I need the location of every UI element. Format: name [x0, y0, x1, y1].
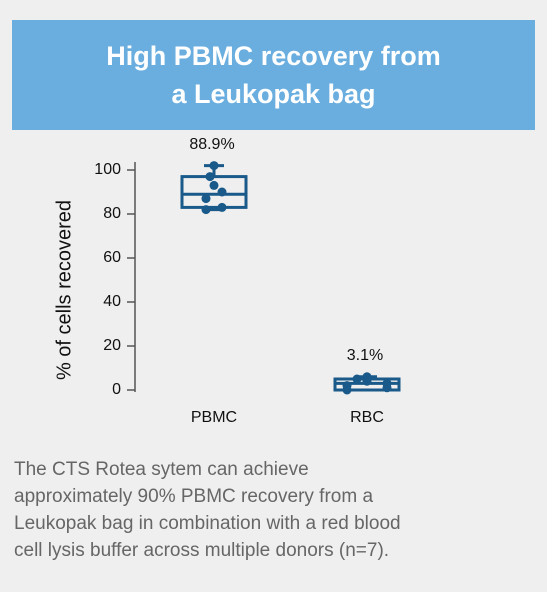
title-line: a Leukopak bag: [171, 79, 376, 109]
y-tick-label: 40: [103, 293, 121, 310]
data-point: [209, 161, 219, 171]
data-point: [362, 376, 372, 386]
mean-label: 3.1%: [347, 347, 383, 364]
mean-label: 88.9%: [189, 136, 234, 153]
data-point: [201, 194, 211, 204]
caption: The CTS Rotea sytem can achieve approxim…: [14, 456, 539, 564]
data-point: [342, 385, 352, 395]
data-point: [209, 180, 219, 190]
data-point: [217, 202, 227, 212]
y-tick-label: 0: [112, 381, 121, 398]
y-tick-label: 80: [103, 205, 121, 222]
data-point: [201, 205, 211, 215]
caption-line: cell lysis buffer across multiple donors…: [14, 540, 390, 561]
y-axis-label: % of cells recovered: [53, 200, 75, 380]
data-point: [217, 187, 227, 197]
x-tick-label: RBC: [350, 409, 384, 426]
chart: % of cells recovered 0 20 40 60 80 100 88.9% PB…: [53, 136, 401, 426]
caption-line: approximately 90% PBMC recovery from a: [14, 486, 374, 507]
caption-line: Leukopak bag in combination with a red b…: [14, 513, 401, 534]
data-point: [205, 172, 215, 182]
y-tick-label: 60: [103, 249, 121, 266]
data-point: [382, 383, 392, 393]
header: High PBMC recovery from a Leukopak bag: [12, 20, 535, 130]
y-tick-label: 20: [103, 337, 121, 354]
caption-line: The CTS Rotea sytem can achieve: [14, 459, 309, 480]
data-point: [352, 374, 362, 384]
y-tick-label: 100: [94, 161, 121, 178]
x-tick-label: PBMC: [191, 409, 237, 426]
title-line: High PBMC recovery from: [106, 41, 441, 71]
